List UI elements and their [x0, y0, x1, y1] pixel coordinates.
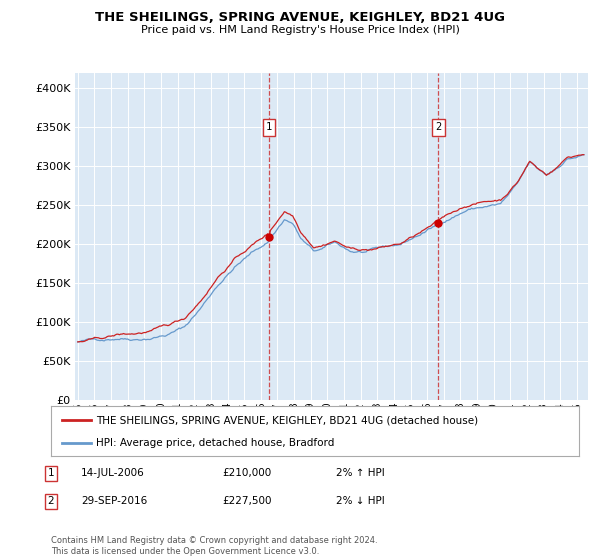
Text: 29-SEP-2016: 29-SEP-2016 [81, 496, 147, 506]
Text: 2: 2 [47, 496, 55, 506]
Text: THE SHEILINGS, SPRING AVENUE, KEIGHLEY, BD21 4UG: THE SHEILINGS, SPRING AVENUE, KEIGHLEY, … [95, 11, 505, 24]
Text: 1: 1 [47, 468, 55, 478]
Text: 2% ↑ HPI: 2% ↑ HPI [336, 468, 385, 478]
Text: 2: 2 [435, 123, 442, 132]
Text: 1: 1 [266, 123, 272, 132]
Text: £227,500: £227,500 [222, 496, 271, 506]
Text: HPI: Average price, detached house, Bradford: HPI: Average price, detached house, Brad… [96, 438, 334, 449]
Text: Contains HM Land Registry data © Crown copyright and database right 2024.
This d: Contains HM Land Registry data © Crown c… [51, 536, 377, 556]
Text: £210,000: £210,000 [222, 468, 271, 478]
Text: Price paid vs. HM Land Registry's House Price Index (HPI): Price paid vs. HM Land Registry's House … [140, 25, 460, 35]
Text: 14-JUL-2006: 14-JUL-2006 [81, 468, 145, 478]
Text: THE SHEILINGS, SPRING AVENUE, KEIGHLEY, BD21 4UG (detached house): THE SHEILINGS, SPRING AVENUE, KEIGHLEY, … [96, 415, 478, 425]
Text: 2% ↓ HPI: 2% ↓ HPI [336, 496, 385, 506]
